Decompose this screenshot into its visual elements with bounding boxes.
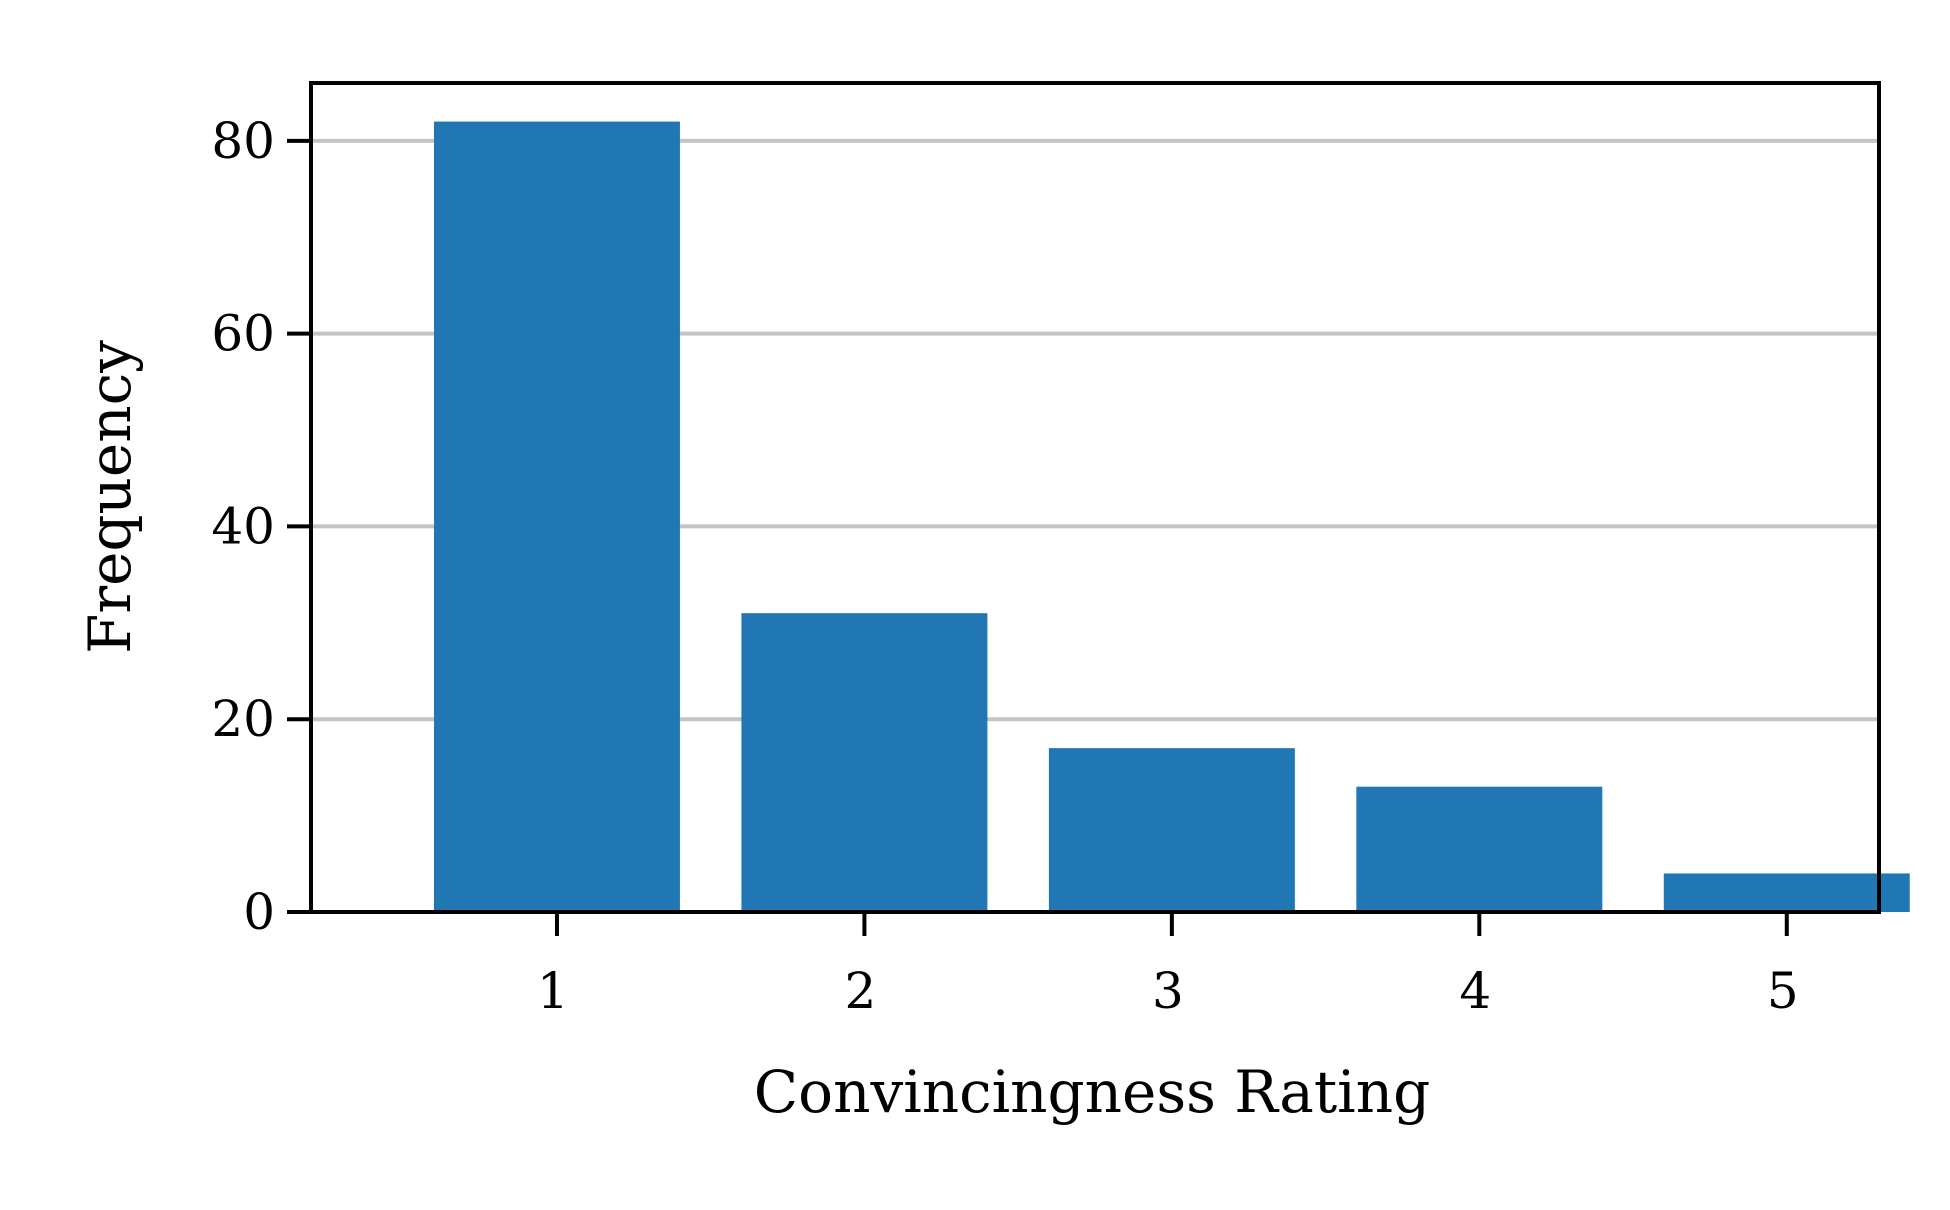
x-tick-label: 5: [1767, 962, 1799, 1020]
x-tick-label: 2: [845, 962, 877, 1020]
bar-rating-2: [741, 613, 988, 912]
y-tick-label: 20: [211, 690, 275, 748]
x-axis-ticks: 1 2 3 4 5: [537, 912, 1799, 1020]
plot-frame: [309, 81, 1881, 914]
y-tick-label: 40: [211, 497, 275, 555]
y-axis-ticks: 0 20 40 60 80: [211, 112, 311, 941]
y-axis-label: Frequency: [76, 340, 144, 654]
bar-rating-5: [1663, 873, 1910, 912]
x-tick-label: 3: [1152, 962, 1184, 1020]
bars: [433, 121, 1910, 913]
bar-rating-3: [1048, 748, 1295, 912]
x-tick-label: 1: [537, 962, 569, 1020]
bar-rating-1: [433, 121, 680, 913]
x-tick-label: 4: [1459, 962, 1491, 1020]
y-tick-label: 80: [211, 112, 275, 170]
x-axis-label: Convincingness Rating: [754, 1058, 1430, 1126]
y-tick-label: 0: [243, 883, 275, 941]
bar-rating-4: [1356, 786, 1603, 912]
y-tick-label: 60: [211, 305, 275, 363]
